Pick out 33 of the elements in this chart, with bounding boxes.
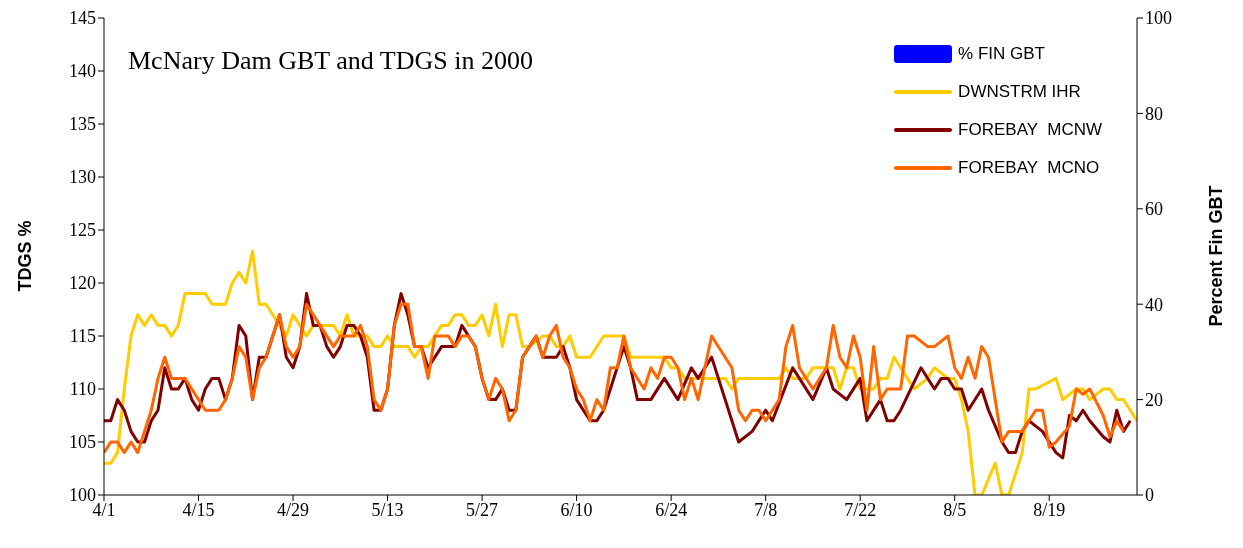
y-tick-label: 110 bbox=[69, 379, 96, 400]
legend-label: DWNSTRM IHR bbox=[958, 82, 1081, 102]
x-tick-label: 6/10 bbox=[560, 499, 593, 520]
x-tick-label: 4/15 bbox=[182, 499, 215, 520]
y2-tick-label: 100 bbox=[1145, 8, 1172, 29]
y-tick-label: 115 bbox=[69, 326, 96, 347]
y-tick-label: 120 bbox=[69, 273, 96, 294]
y-tick-label: 105 bbox=[69, 432, 96, 453]
y2-tick-label: 40 bbox=[1145, 294, 1163, 315]
x-tick-label: 4/29 bbox=[277, 499, 310, 520]
x-tick-label: 8/5 bbox=[943, 499, 967, 520]
text: McNary Dam GBT and TDGS in 2000 bbox=[128, 46, 533, 76]
y-tick-label: 130 bbox=[69, 167, 96, 188]
x-tick-label: 6/24 bbox=[655, 499, 688, 520]
x-tick-label: 7/22 bbox=[844, 499, 877, 520]
y2-tick-label: 0 bbox=[1145, 485, 1154, 506]
y2-tick-label: 80 bbox=[1145, 103, 1163, 124]
x-tick-label: 5/13 bbox=[371, 499, 404, 520]
x-tick-label: 8/19 bbox=[1033, 499, 1066, 520]
y-tick-label: 100 bbox=[69, 485, 96, 506]
y-tick-label: 135 bbox=[69, 114, 96, 135]
y2-axis-title: Percent Fin GBT bbox=[1205, 185, 1227, 327]
y2-tick-label: 20 bbox=[1145, 389, 1163, 410]
legend-label: FOREBAY MCNO bbox=[958, 158, 1100, 178]
y-axis-title: TDGS % bbox=[14, 220, 36, 292]
legend-label: FOREBAY MCNW bbox=[958, 120, 1102, 140]
y-tick-label: 145 bbox=[69, 8, 96, 29]
y-tick-label: 125 bbox=[69, 220, 96, 241]
y-tick-label: 140 bbox=[69, 61, 96, 82]
legend-label: % FIN GBT bbox=[958, 44, 1046, 64]
x-tick-label: 7/8 bbox=[754, 499, 778, 520]
y2-tick-label: 60 bbox=[1145, 199, 1163, 220]
x-tick-label: 5/27 bbox=[466, 499, 499, 520]
